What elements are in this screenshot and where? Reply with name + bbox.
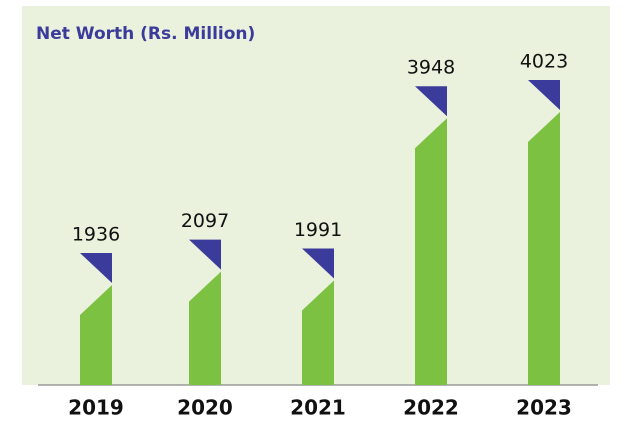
bar <box>80 285 112 385</box>
x-tick-label: 2020 <box>177 396 233 420</box>
bar-flag <box>80 253 112 284</box>
value-label: 3948 <box>407 57 455 79</box>
bar-flag <box>189 239 221 270</box>
value-label: 4023 <box>520 50 568 72</box>
bar-flag <box>528 79 560 110</box>
value-label: 1936 <box>72 224 120 246</box>
bar-flag <box>415 86 447 117</box>
bar <box>302 280 334 385</box>
value-label: 1991 <box>294 219 342 241</box>
bar <box>415 118 447 385</box>
x-tick-label: 2023 <box>516 396 572 420</box>
value-label: 2097 <box>181 210 229 232</box>
bar <box>528 111 560 385</box>
bar-flag <box>302 248 334 279</box>
x-tick-label: 2019 <box>68 396 124 420</box>
x-tick-label: 2021 <box>290 396 346 420</box>
chart-title: Net Worth (Rs. Million) <box>36 24 255 44</box>
bar <box>189 271 221 385</box>
x-tick-label: 2022 <box>403 396 459 420</box>
